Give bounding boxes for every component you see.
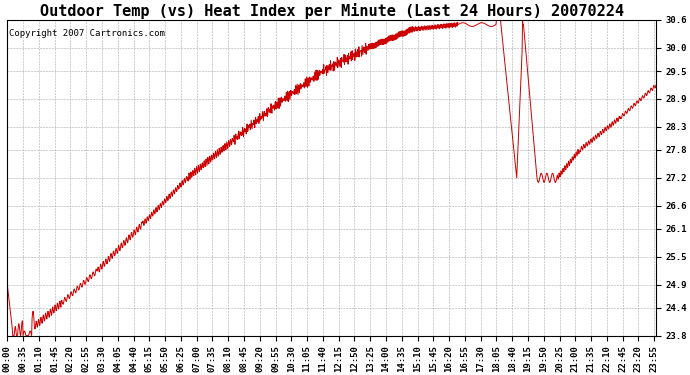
Title: Outdoor Temp (vs) Heat Index per Minute (Last 24 Hours) 20070224: Outdoor Temp (vs) Heat Index per Minute … [39, 3, 624, 19]
Text: Copyright 2007 Cartronics.com: Copyright 2007 Cartronics.com [8, 29, 164, 38]
